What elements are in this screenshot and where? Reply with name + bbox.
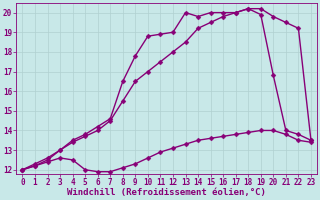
X-axis label: Windchill (Refroidissement éolien,°C): Windchill (Refroidissement éolien,°C) xyxy=(67,188,266,197)
